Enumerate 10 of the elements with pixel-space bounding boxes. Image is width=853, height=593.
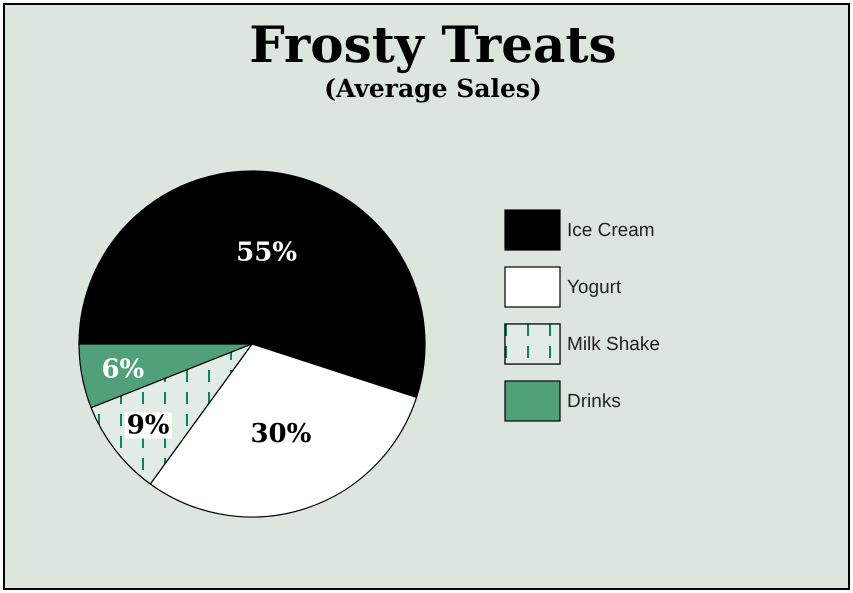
chart-title: Frosty Treats: [249, 15, 617, 74]
legend-label: Milk Shake: [567, 334, 660, 355]
chart-subtitle: (Average Sales): [324, 74, 542, 103]
data-label: 9%: [126, 410, 170, 441]
data-label: 6%: [101, 354, 145, 385]
legend-label: Yogurt: [567, 277, 622, 298]
legend-label: Ice Cream: [567, 220, 655, 241]
legend-label: Drinks: [567, 391, 621, 412]
data-label: 55%: [236, 238, 298, 268]
data-label: 30%: [250, 418, 312, 449]
